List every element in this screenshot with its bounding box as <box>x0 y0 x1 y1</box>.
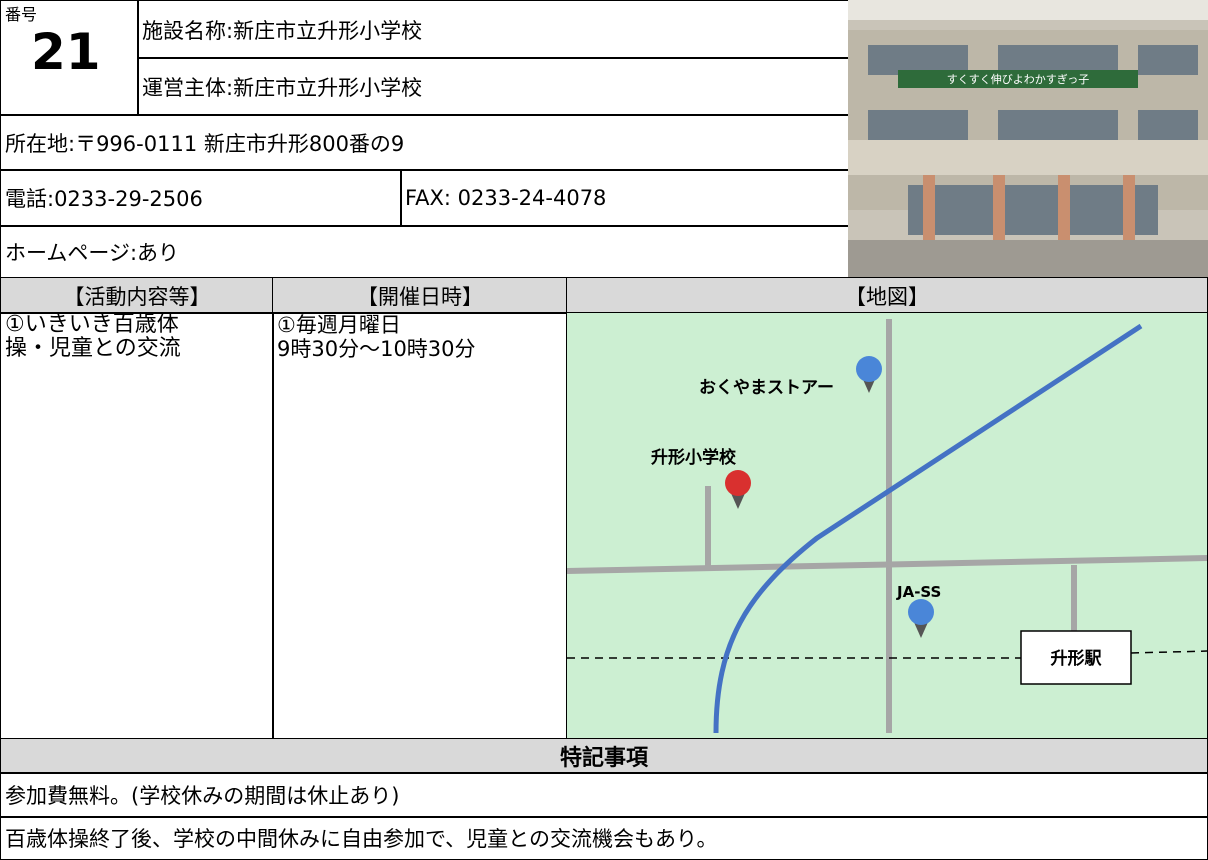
activity-line: 操・児童との交流 <box>5 336 181 361</box>
activity-cell: ①いきいき百歳体 操・児童との交流 <box>0 312 274 740</box>
header-schedule: 【開催日時】 <box>272 277 568 314</box>
header-activity: 【活動内容等】 <box>0 277 274 314</box>
schedule-line: 9時30分～10時30分 <box>277 337 476 361</box>
note-line: 百歳体操終了後、学校の中間休みに自由参加で、児童との交流機会もあり。 <box>0 816 1208 860</box>
operator: 運営主体:新庄市立升形小学校 <box>137 57 850 116</box>
map-label: 升形駅 <box>1051 648 1103 669</box>
map-cell: 升形駅 おくやまストアー 升形小学校 JA-SS <box>566 312 1208 740</box>
map-label: おくやまストアー <box>699 378 834 398</box>
map-label: JA-SS <box>896 583 941 601</box>
activity-line: ①いきいき百歳体 <box>5 312 179 337</box>
number-label: 番号 <box>5 5 38 24</box>
pin <box>908 599 934 638</box>
homepage: ホームページ:あり <box>0 225 850 279</box>
schedule-line: ①毎週月曜日 <box>277 313 401 337</box>
facility-name: 施設名称:新庄市立升形小学校 <box>137 0 850 59</box>
pin <box>856 356 882 393</box>
notes-title: 特記事項 <box>0 738 1208 774</box>
map-label: 升形小学校 <box>651 447 737 468</box>
fax: FAX: 0233-24-4078 <box>400 169 850 227</box>
schedule-cell: ①毎週月曜日 9時30分～10時30分 <box>272 312 568 740</box>
header-map: 【地図】 <box>566 277 1208 314</box>
photo: すくすく伸びよわかすぎっ子 <box>848 0 1208 278</box>
map: 升形駅 おくやまストアー 升形小学校 JA-SS <box>567 313 1207 739</box>
pin <box>725 470 751 509</box>
address: 所在地:〒996-0111 新庄市升形800番の9 <box>0 114 850 171</box>
number-cell: 番号 21 <box>0 0 139 116</box>
banner-text: すくすく伸びよわかすぎっ子 <box>947 72 1090 86</box>
note-line: 参加費無料。(学校休みの期間は休止あり) <box>0 772 1208 818</box>
number: 21 <box>31 23 101 81</box>
phone: 電話:0233-29-2506 <box>0 169 402 227</box>
